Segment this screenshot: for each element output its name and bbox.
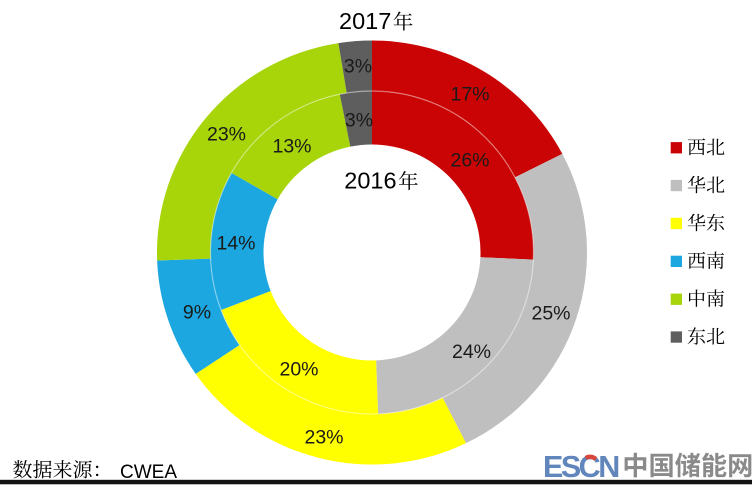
svg-text:3%: 3% — [345, 110, 373, 132]
svg-text:3%: 3% — [344, 56, 372, 78]
svg-text:17%: 17% — [450, 84, 489, 106]
svg-text:14%: 14% — [216, 233, 255, 255]
svg-text:24%: 24% — [452, 341, 491, 363]
svg-text:26%: 26% — [450, 150, 489, 172]
svg-text:25%: 25% — [531, 303, 570, 325]
svg-text:23%: 23% — [304, 427, 343, 449]
svg-text:13%: 13% — [272, 136, 311, 158]
svg-text:20%: 20% — [279, 359, 318, 381]
svg-text:2016: 2016 — [344, 168, 396, 194]
svg-text:CWEA: CWEA — [120, 462, 177, 483]
svg-text:23%: 23% — [207, 124, 246, 146]
svg-text:9%: 9% — [183, 302, 211, 324]
svg-text:ESCN: ESCN — [543, 450, 618, 484]
svg-text:2017: 2017 — [339, 8, 391, 34]
